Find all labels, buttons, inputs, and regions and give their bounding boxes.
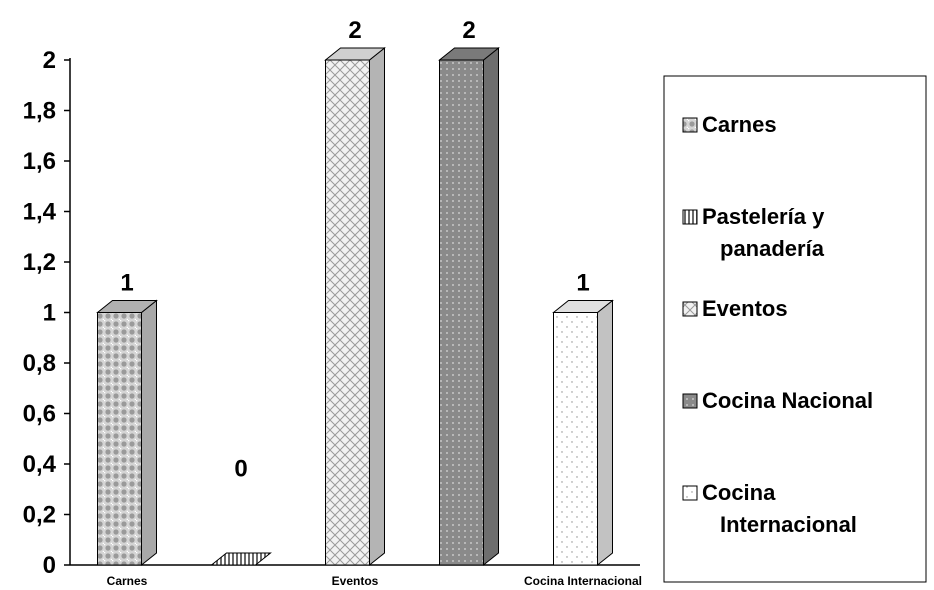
data-label: 1	[576, 270, 589, 297]
legend-label: Eventos	[702, 296, 788, 321]
legend-item: Carnes	[682, 112, 777, 137]
legend-label: Cocina Nacional	[702, 388, 873, 413]
bars	[96, 46, 614, 567]
data-label: 1	[120, 270, 133, 297]
legend-label: Cocina	[702, 480, 776, 505]
x-tick-label: Eventos	[332, 574, 379, 588]
data-label: 2	[462, 17, 475, 44]
legend-item: Cocina Internacional	[682, 480, 857, 537]
y-tick-label: 0,6	[23, 401, 56, 428]
bar	[324, 46, 386, 567]
bar	[552, 299, 614, 567]
legend-label: Internacional	[720, 512, 857, 537]
y-tick-label: 2	[43, 47, 56, 74]
legend-item: Cocina Nacional	[682, 388, 873, 413]
y-tick-label: 0	[43, 552, 56, 579]
bar	[210, 552, 272, 566]
legend-swatch	[682, 209, 698, 225]
y-tick-label: 1,2	[23, 249, 56, 276]
legend-swatch	[682, 117, 698, 133]
y-tick-label: 1	[43, 300, 56, 327]
y-tick-label: 1,8	[23, 98, 56, 125]
legend-swatch	[682, 393, 698, 409]
y-tick-label: 0,8	[23, 350, 56, 377]
legend-label: panadería	[720, 236, 825, 261]
y-tick-label: 1,6	[23, 148, 56, 175]
data-label: 2	[348, 17, 361, 44]
x-tick-label: Cocina Internacional	[524, 574, 642, 588]
y-tick-label: 0,4	[23, 451, 57, 478]
legend: Carnes Pastelería y panadería Eventos Cocina…	[663, 75, 927, 583]
y-tick-label: 0,2	[23, 502, 56, 529]
data-label: 0	[234, 456, 247, 483]
legend-swatch	[682, 485, 698, 501]
data-labels: 1 0 2 2 1	[120, 17, 589, 483]
legend-swatch	[682, 301, 698, 317]
legend-box	[663, 75, 927, 583]
legend-item: Eventos	[682, 296, 788, 321]
bar	[96, 299, 158, 567]
y-axis-ticks: 0 0,2 0,4 0,6 0,8 1 1,2 1,4 1,6 1,8 2	[23, 47, 70, 579]
x-axis-ticks: Carnes Eventos Cocina Internacional	[107, 574, 642, 588]
legend-label: Pastelería y	[702, 204, 825, 229]
x-tick-label: Carnes	[107, 574, 148, 588]
y-tick-label: 1,4	[23, 199, 57, 226]
bar	[438, 46, 500, 567]
legend-label: Carnes	[702, 112, 777, 137]
legend-item: Pastelería y panadería	[682, 204, 825, 261]
